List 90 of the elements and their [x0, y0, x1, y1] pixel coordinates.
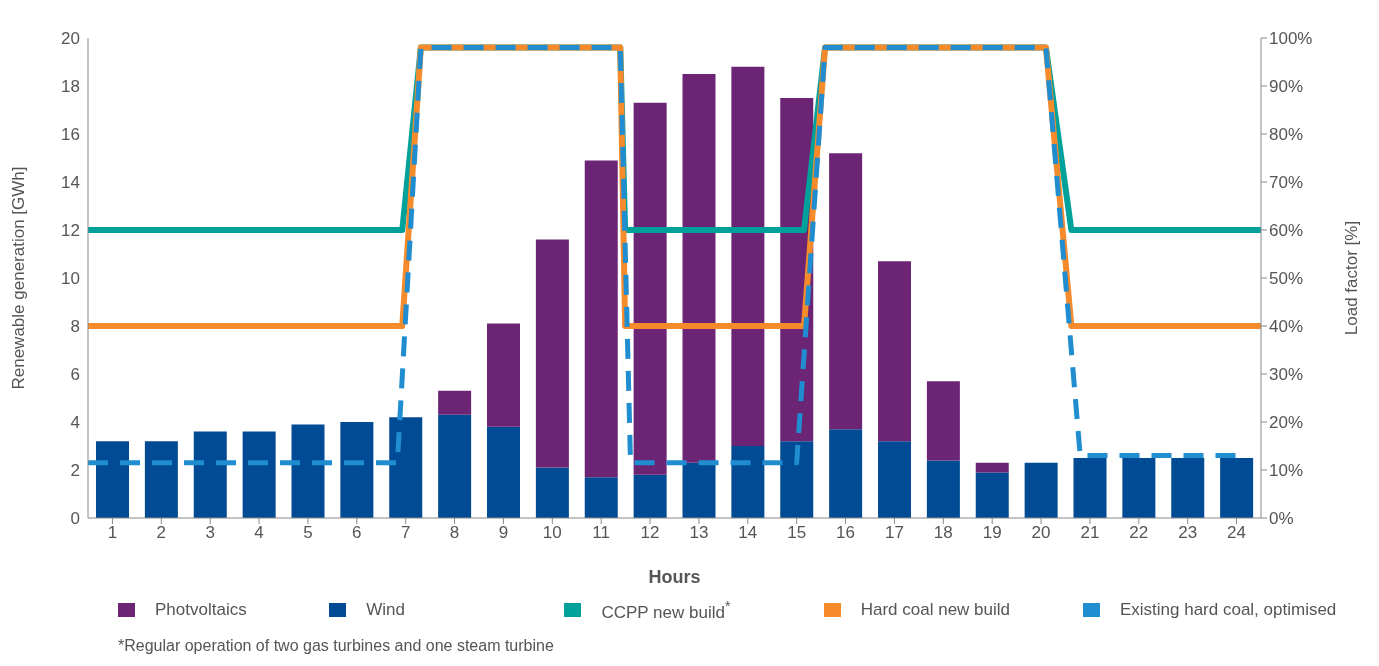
y-tick-label: 20: [61, 29, 80, 49]
bar: [682, 74, 716, 463]
x-tick-label: 4: [254, 523, 264, 543]
bar: [878, 441, 911, 518]
legend-label: Wind: [366, 600, 405, 621]
bar: [633, 474, 667, 518]
x-tick-label: 2: [156, 523, 167, 543]
x-tick-label: 15: [787, 523, 807, 543]
x-tick-label: 5: [303, 523, 313, 543]
bar: [96, 441, 129, 518]
bar: [291, 424, 325, 518]
x-tick-label: 9: [498, 523, 509, 543]
y2-tick-label: 50%: [1269, 269, 1304, 289]
x-tick-label: 1: [107, 523, 118, 543]
y2-tick-label: 0%: [1269, 509, 1294, 529]
text: *Regular operation of two gas turbines and one steam turbine: [118, 636, 555, 655]
x-tick-label: 24: [1227, 523, 1247, 543]
x-tick-label: 6: [352, 523, 362, 543]
legend-label: Hard coal new build: [860, 600, 1011, 621]
legend-label: CCPP new build$^{*}$: [601, 598, 731, 623]
y-tick-label: 4: [70, 413, 80, 433]
bar: [389, 417, 423, 518]
bar: [340, 422, 374, 518]
y2-axis-title: Load factor [%]: [1342, 220, 1362, 336]
x-tick-label: 22: [1129, 523, 1149, 543]
y2-tick-label: 10%: [1269, 461, 1304, 481]
y-tick-label: 18: [61, 77, 80, 97]
x-tick-label: 3: [205, 523, 215, 543]
bar: [975, 472, 1009, 518]
bar: [487, 323, 520, 427]
x-tick-label: 13: [689, 523, 709, 543]
y-axis-title: Renewable generation [GWh]: [9, 166, 29, 390]
bar: [829, 429, 863, 518]
bar: [584, 160, 618, 478]
bar: [438, 414, 472, 518]
bar: [975, 462, 1009, 473]
bar: [1122, 458, 1156, 518]
y-tick-label: 2: [70, 461, 80, 481]
y-tick-label: 0: [70, 509, 80, 529]
y2-tick-label: 30%: [1269, 365, 1304, 385]
bar: [633, 102, 667, 475]
x-tick-label: 19: [982, 523, 1002, 543]
bar: [1171, 458, 1205, 518]
y-tick-label: 14: [61, 173, 80, 193]
bar: [242, 431, 276, 518]
bar: [829, 153, 863, 430]
y-tick-label: 16: [61, 125, 80, 145]
bar: [193, 431, 227, 518]
x-tick-label: 11: [592, 523, 611, 543]
x-tick-label: 23: [1178, 523, 1198, 543]
bar: [584, 477, 618, 518]
x-tick-label: 18: [933, 523, 953, 543]
bar: [878, 261, 911, 442]
bar: [144, 441, 178, 518]
bar: [926, 460, 960, 518]
x-tick-label: 14: [738, 523, 758, 543]
y2-tick-label: 80%: [1269, 125, 1304, 145]
y2-tick-label: 100%: [1269, 29, 1313, 49]
bar: [535, 467, 569, 518]
bar: [535, 239, 569, 468]
x-tick-label: 17: [884, 523, 904, 543]
x-tick-label: 7: [400, 523, 411, 543]
bar: [1073, 458, 1107, 518]
y2-tick-label: 90%: [1269, 77, 1304, 97]
x-tick-label: 20: [1031, 523, 1051, 543]
x-tick-label: 10: [542, 523, 562, 543]
y2-tick-label: 60%: [1269, 221, 1304, 241]
legend-label: Existing hard coal, optimised: [1119, 600, 1337, 621]
x-tick-label: 12: [640, 523, 660, 543]
bar: [487, 426, 520, 518]
y-tick-label: 10: [61, 269, 80, 289]
y-tick-label: 8: [70, 317, 80, 337]
y2-tick-label: 70%: [1269, 173, 1304, 193]
x-tick-label: 8: [449, 523, 460, 543]
bar: [780, 441, 814, 518]
bar: [1220, 458, 1254, 518]
x-axis-title: Hours: [648, 567, 701, 587]
bar: [731, 446, 765, 518]
x-tick-label: 16: [836, 523, 856, 543]
y-tick-label: 12: [61, 221, 80, 241]
bar: [1024, 462, 1058, 518]
bar: [438, 390, 472, 415]
y-tick-label: 6: [70, 365, 80, 385]
legend-label: Photvoltaics: [155, 600, 247, 621]
y2-tick-label: 40%: [1269, 317, 1304, 337]
x-tick-label: 21: [1080, 523, 1100, 543]
bar: [731, 66, 765, 446]
bar: [926, 381, 960, 461]
y2-tick-label: 20%: [1269, 413, 1304, 433]
bar: [682, 462, 716, 518]
